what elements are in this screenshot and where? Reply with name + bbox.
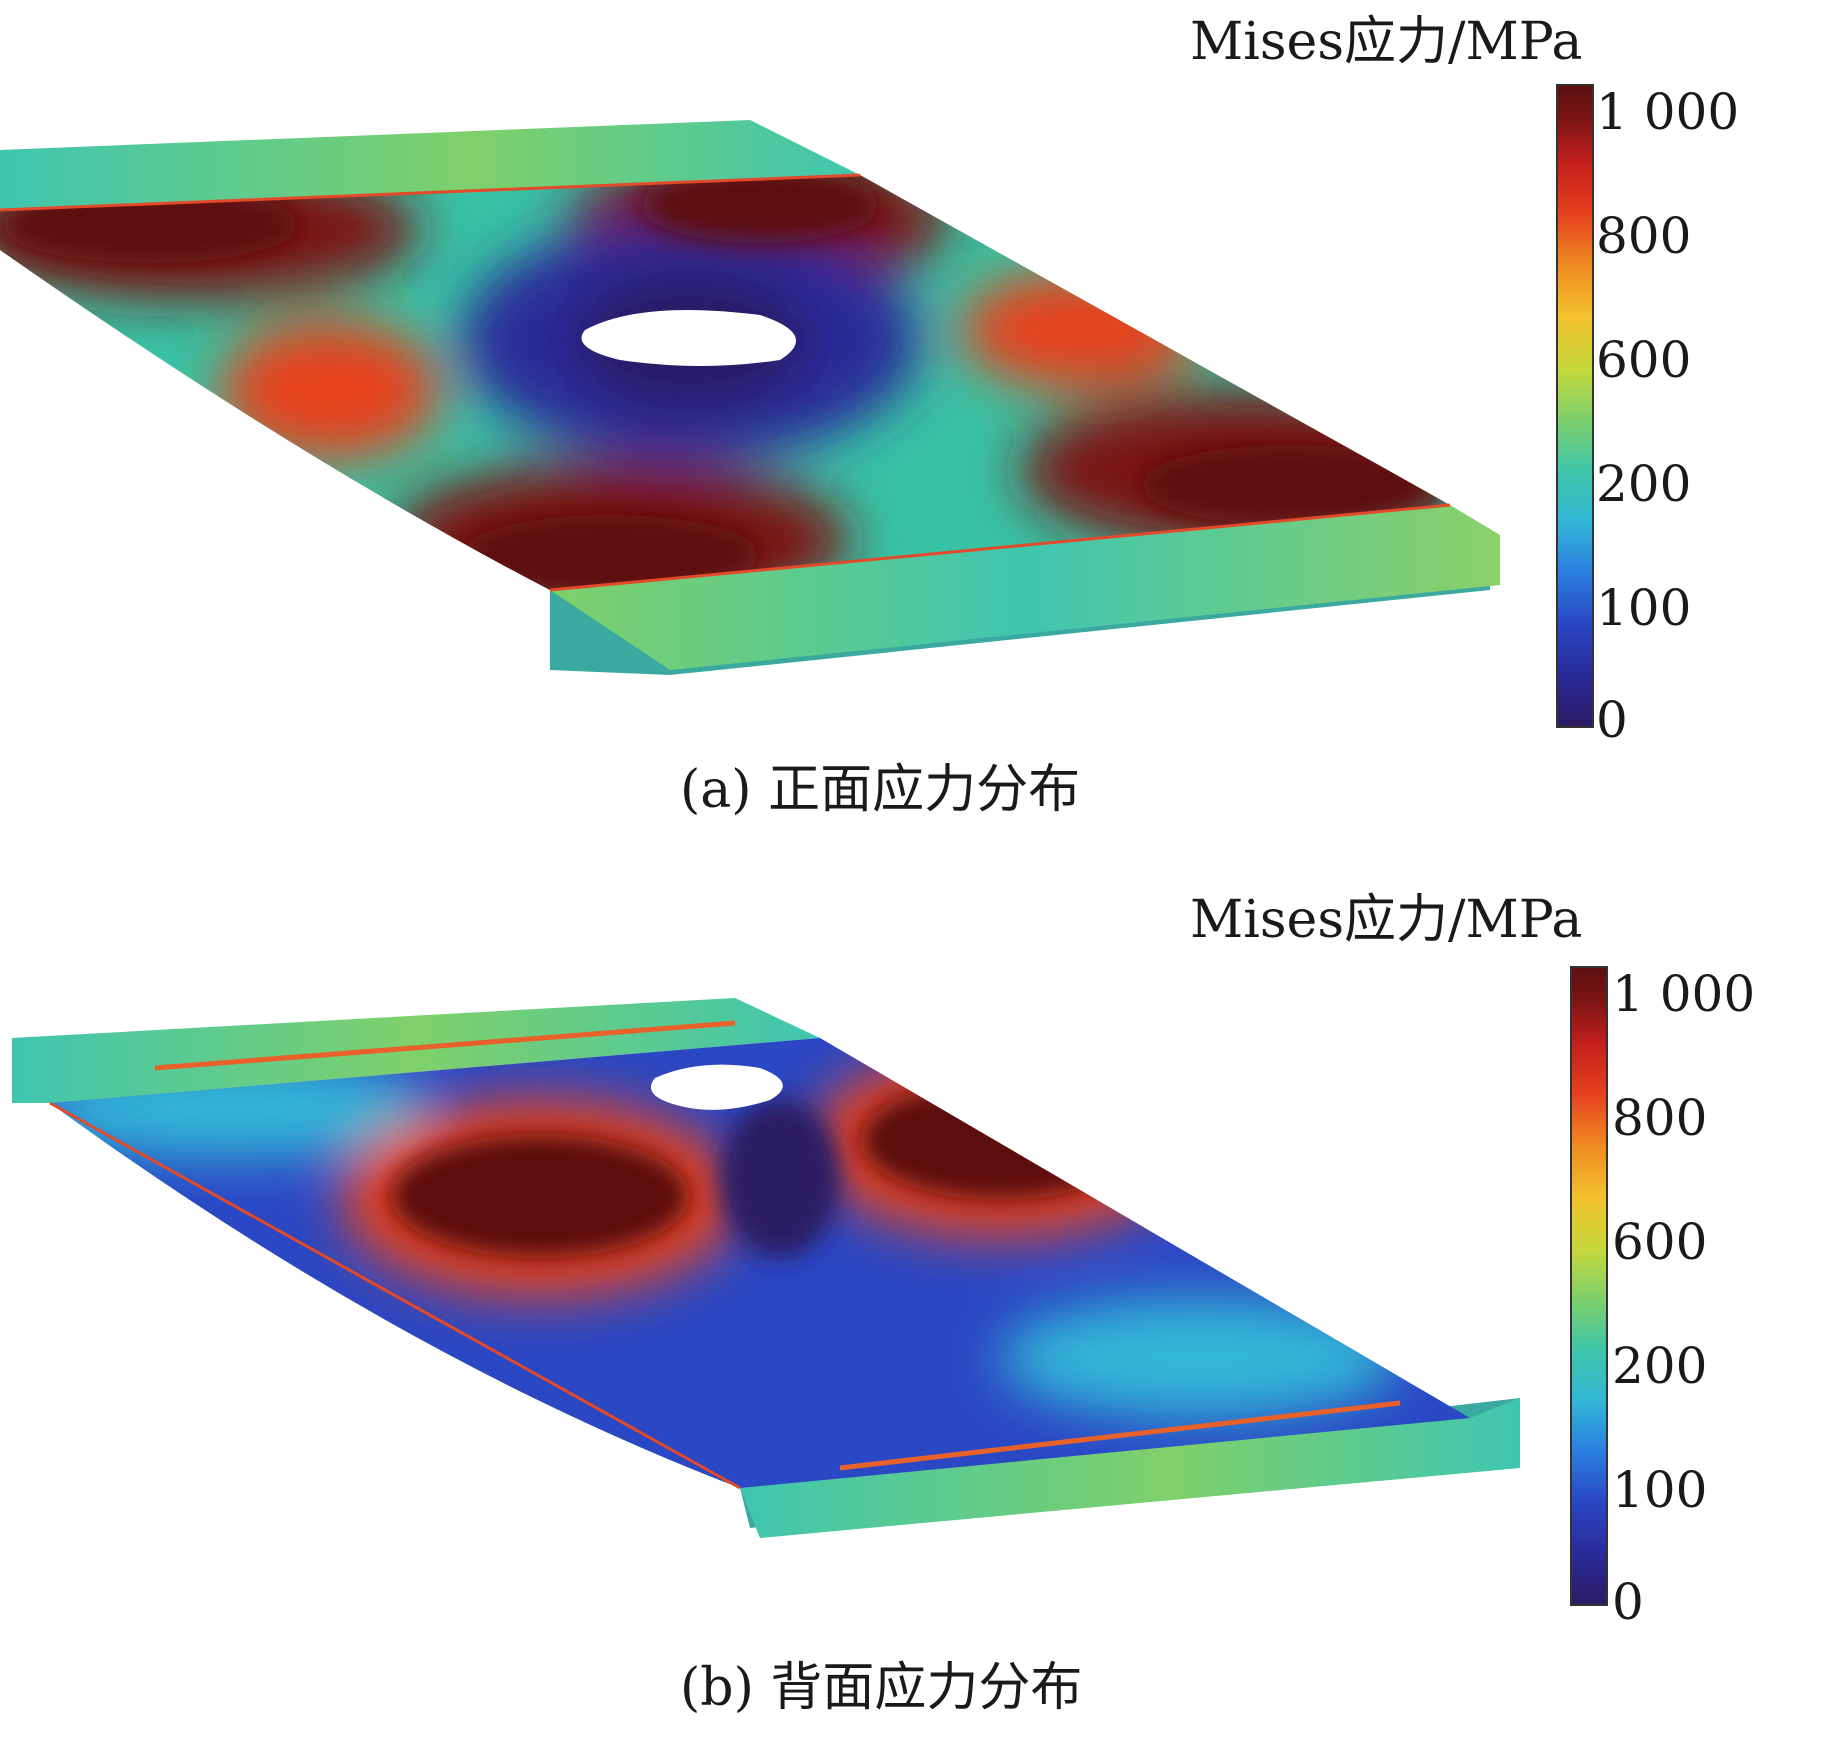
tick-label: 100: [1612, 1461, 1708, 1519]
tick-label: 200: [1612, 1337, 1708, 1395]
back-stress-contour-plot: [12, 998, 1520, 1538]
tick-label: 600: [1612, 1213, 1708, 1271]
tick-label: 800: [1596, 207, 1692, 265]
colorbar: [1570, 966, 1608, 1606]
panel-front-stress: Mises应力/MPa 1 000 800 600 200 100 0 (a) …: [0, 0, 1824, 860]
tick-label: 1 000: [1612, 965, 1756, 1023]
caption-b: (b) 背面应力分布: [680, 1658, 1083, 1718]
tick-label: 600: [1596, 331, 1692, 389]
front-stress-contour-plot: [0, 120, 1500, 675]
bottom-clamp-band: [550, 505, 1500, 670]
tick-label: 0: [1596, 691, 1628, 749]
tick-label: 1 000: [1596, 83, 1740, 141]
tick-label: 800: [1612, 1089, 1708, 1147]
tick-label: 100: [1596, 579, 1692, 637]
colorbar: [1556, 84, 1594, 728]
center-hole: [581, 310, 796, 366]
caption-a: (a) 正面应力分布: [680, 760, 1081, 820]
legend-title: Mises应力/MPa: [1190, 12, 1583, 72]
panel-back-stress: Mises应力/MPa 1 000 800 600 200 100 0 (b) …: [0, 878, 1824, 1755]
center-hole: [650, 1064, 783, 1110]
bottom-clamp-band: [740, 1398, 1520, 1538]
top-clamp-band: [0, 120, 860, 210]
top-clamp-band: [12, 998, 820, 1103]
tick-label: 200: [1596, 455, 1692, 513]
tick-label: 0: [1612, 1573, 1644, 1631]
legend-title: Mises应力/MPa: [1190, 890, 1583, 950]
